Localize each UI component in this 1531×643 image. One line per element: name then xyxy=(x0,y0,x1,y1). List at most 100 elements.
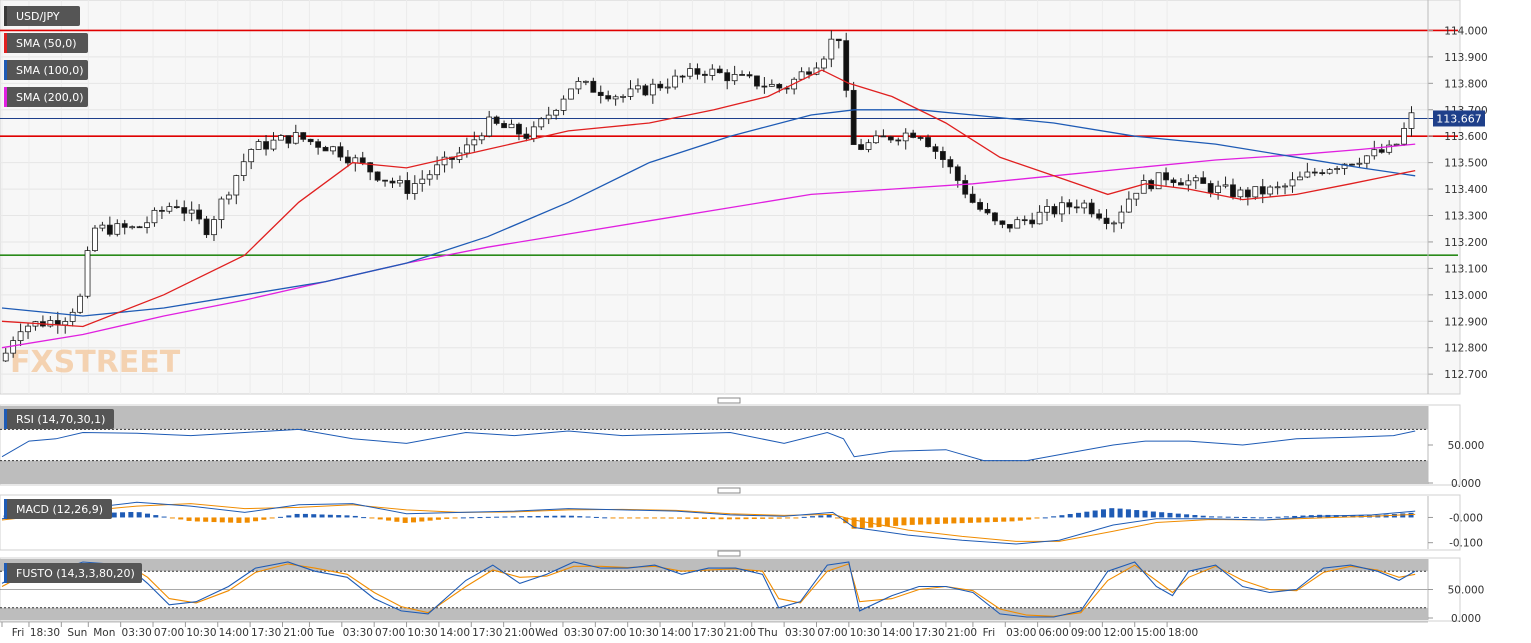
x-tick-label: 17:30 xyxy=(251,627,281,639)
y-tick-label: 112.700 xyxy=(1444,369,1487,381)
x-tick-label: 03:30 xyxy=(122,627,152,639)
candle-body xyxy=(932,146,939,152)
y-tick-label: 113.800 xyxy=(1444,78,1487,90)
macd-histogram-bar xyxy=(1100,509,1106,518)
macd-pane: -0.000 -0.100 MACD (12,26,9) xyxy=(0,494,1483,551)
candle-body xyxy=(768,84,775,87)
candle-body xyxy=(1244,189,1251,198)
candle-body xyxy=(553,110,560,116)
candle-body xyxy=(426,174,433,180)
macd-histogram-bar xyxy=(1084,511,1090,518)
macd-histogram-bar xyxy=(1026,517,1032,520)
candle-body xyxy=(1051,206,1058,215)
candle-body xyxy=(1185,180,1192,186)
macd-histogram-bar xyxy=(1192,515,1198,518)
candle-body xyxy=(99,224,106,229)
macd-histogram-bar xyxy=(519,516,525,518)
macd-histogram-bar xyxy=(211,517,217,523)
candle-body xyxy=(582,80,589,83)
candle-body xyxy=(1237,189,1244,198)
y-tick-label: 50.000 xyxy=(1448,585,1485,597)
candle-body xyxy=(270,139,277,150)
candle-body xyxy=(612,96,619,100)
oversold-zone xyxy=(0,460,1428,484)
x-tick-label: 21:00 xyxy=(283,627,313,639)
candle-body xyxy=(225,194,232,200)
candle-body xyxy=(255,141,262,150)
macd-histogram-bar xyxy=(427,517,433,521)
macd-histogram-bar xyxy=(469,517,475,519)
candle-body xyxy=(367,162,374,173)
macd-histogram-bar xyxy=(1067,514,1073,518)
x-tick-label: 10:30 xyxy=(407,627,437,639)
candle-body xyxy=(545,114,552,120)
overbought-zone xyxy=(0,559,1428,572)
candle-body xyxy=(1207,183,1214,194)
candle-body xyxy=(382,179,388,182)
candle-body xyxy=(1066,202,1073,208)
candle-body xyxy=(307,138,314,143)
candle-body xyxy=(1408,112,1415,129)
candle-body xyxy=(1326,169,1333,174)
macd-histogram-bar xyxy=(593,516,599,518)
candle-body xyxy=(992,212,998,222)
candle-body xyxy=(501,123,507,129)
candle-body xyxy=(516,123,522,135)
macd-histogram-bar xyxy=(1275,516,1281,518)
macd-histogram-bar xyxy=(494,516,500,518)
oversold-zone xyxy=(0,607,1428,620)
candle-body xyxy=(188,209,195,214)
macd-histogram-bar xyxy=(1250,517,1256,519)
macd-histogram-bar xyxy=(602,517,608,519)
candle-body xyxy=(263,141,269,150)
x-tick-label: 14:00 xyxy=(440,627,470,639)
pane-resize-handle[interactable] xyxy=(717,397,741,404)
candle-body xyxy=(597,91,604,96)
macd-histogram-bar xyxy=(344,515,350,518)
candle-body xyxy=(887,136,894,141)
macd-histogram-bar xyxy=(568,515,574,518)
rsi-line xyxy=(1,428,1416,462)
x-tick-label: 12:00 xyxy=(1103,627,1133,639)
candle-body xyxy=(1282,185,1288,188)
macd-histogram-bar xyxy=(801,516,807,518)
macd-histogram-bar xyxy=(1134,510,1140,518)
x-tick-label: 21:00 xyxy=(947,627,977,639)
y-tick-label: 113.000 xyxy=(1444,290,1487,302)
macd-histogram-bar xyxy=(552,515,558,518)
macd-histogram-bar xyxy=(685,517,691,519)
candle-body xyxy=(627,88,634,97)
macd-line xyxy=(1,501,1416,545)
candle-body xyxy=(954,166,961,181)
candle-body xyxy=(672,75,679,88)
x-tick-label: 17:30 xyxy=(472,627,502,639)
x-tick-label: 17:30 xyxy=(693,627,723,639)
candle-body xyxy=(1096,213,1102,219)
candle-body xyxy=(278,135,284,141)
pane-resize-handle[interactable] xyxy=(717,550,741,557)
candle-body xyxy=(151,209,158,224)
macd-histogram-bar xyxy=(1225,516,1231,518)
macd-histogram-bar xyxy=(976,517,982,523)
x-tick-label: 14:00 xyxy=(219,627,249,639)
pane-resize-handle[interactable] xyxy=(717,487,741,494)
macd-histogram-bar xyxy=(668,517,674,519)
fusto-k-line xyxy=(1,561,1416,618)
candle-body xyxy=(538,118,545,128)
candle-body xyxy=(159,209,165,212)
macd-histogram-bar xyxy=(228,517,234,523)
candle-body xyxy=(999,220,1006,225)
x-tick-label: 07:00 xyxy=(817,627,847,639)
candle-body xyxy=(1319,172,1326,174)
indicator-tag xyxy=(4,409,114,429)
candle-body xyxy=(1401,128,1407,145)
macd-histogram-bar xyxy=(1001,517,1007,522)
candle-body xyxy=(649,83,656,96)
macd-histogram-bar xyxy=(394,517,400,522)
macd-histogram-bar xyxy=(834,517,840,519)
macd-histogram-bar xyxy=(884,517,890,527)
macd-histogram-bar xyxy=(635,517,641,519)
overbought-zone xyxy=(0,406,1428,430)
candle-body xyxy=(1311,171,1318,174)
macd-histogram-bar xyxy=(751,517,757,520)
